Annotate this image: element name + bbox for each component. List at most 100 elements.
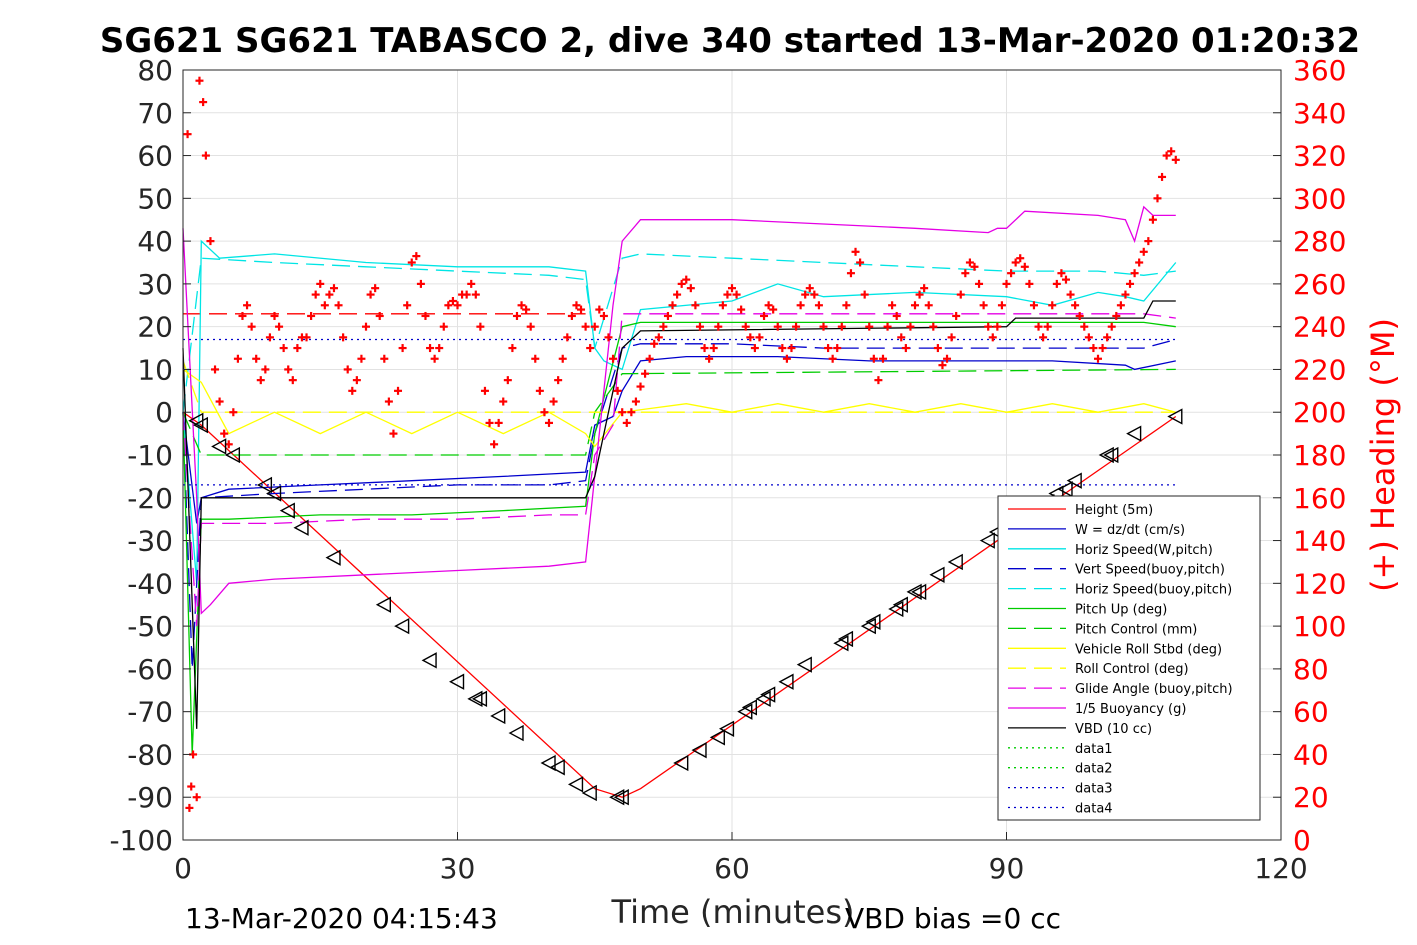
heading-point <box>453 301 462 310</box>
heading-point <box>1139 247 1148 256</box>
heading-point <box>618 408 627 417</box>
y2-tick-label: 120 <box>1293 567 1346 600</box>
heading-point <box>293 344 302 353</box>
heading-point <box>371 284 380 293</box>
triangle-marker <box>224 446 241 464</box>
y2-tick-label: 140 <box>1293 525 1346 558</box>
legend-label: Pitch Control (mm) <box>1075 622 1197 637</box>
heading-point <box>796 301 805 310</box>
heading-point <box>563 333 572 342</box>
heading-point <box>691 301 700 310</box>
triangle-marker <box>256 476 273 494</box>
legend-entry: Horiz Speed(buoy,pitch) <box>1008 583 1232 598</box>
heading-point <box>846 269 855 278</box>
triangle-marker <box>709 729 725 746</box>
series-line-1 <box>182 355 1176 524</box>
heading-point <box>567 311 576 320</box>
y2-tick-label: 180 <box>1293 439 1346 472</box>
heading-point <box>238 311 247 320</box>
heading-point <box>805 284 814 293</box>
triangle-marker <box>1103 446 1119 464</box>
legend-label: VBD (10 cc) <box>1075 722 1152 737</box>
y-tick-label: 30 <box>137 268 173 301</box>
heading-point <box>1075 311 1084 320</box>
triangle-marker <box>279 502 295 519</box>
heading-point <box>490 440 499 449</box>
legend-label: W = dz/dt (cm/s) <box>1075 523 1185 538</box>
heading-point <box>668 301 677 310</box>
legend-items: Height (5m) W = dz/dt (cm/s) Horiz Speed(W… <box>1008 503 1233 817</box>
heading-point <box>682 275 691 284</box>
heading-point <box>325 290 334 299</box>
y-tick-label: -90 <box>127 781 173 814</box>
heading-point <box>595 305 604 314</box>
heading-point <box>185 803 194 812</box>
heading-point <box>302 333 311 342</box>
heading-point <box>380 354 389 363</box>
triangle-marker <box>718 720 735 737</box>
legend-label: data2 <box>1075 762 1113 777</box>
y-tick-label: -30 <box>127 525 173 558</box>
heading-point <box>1148 215 1157 224</box>
x-tick-label: 120 <box>1254 852 1307 885</box>
heading-point <box>819 322 828 331</box>
legend-entry: data2 <box>1008 762 1113 777</box>
y-tick-label: 60 <box>137 140 173 173</box>
heading-point <box>394 386 403 395</box>
triangle-marker <box>1066 472 1082 489</box>
triangle-marker <box>778 673 794 690</box>
heading-point <box>695 322 704 331</box>
heading-point <box>1135 258 1144 267</box>
y-tick-label: 50 <box>137 182 173 215</box>
triangle-marker <box>609 789 625 806</box>
right-axis-ticks: 3603403203002802602402202001801601401201… <box>1273 54 1346 857</box>
y2-tick-label: 300 <box>1293 182 1346 215</box>
heading-point <box>211 365 220 374</box>
heading-point <box>911 301 919 310</box>
legend-entry: Glide Angle (buoy,pitch) <box>1008 682 1233 697</box>
heading-point <box>1126 279 1135 288</box>
y2-tick-label: 100 <box>1293 610 1346 643</box>
heading-point <box>462 290 471 299</box>
heading-point <box>412 252 421 261</box>
triangle-marker <box>691 741 707 759</box>
heading-point <box>485 418 494 427</box>
heading-point <box>1043 322 1052 331</box>
triangle-marker <box>760 686 776 703</box>
heading-point <box>1098 344 1107 353</box>
legend-label: Height (5m) <box>1075 503 1153 518</box>
heading-point <box>279 344 288 353</box>
triangle-marker <box>540 754 556 772</box>
triangle-marker <box>929 566 945 583</box>
triangle-marker <box>375 596 391 613</box>
heading-point <box>956 290 965 299</box>
heading-point <box>627 408 636 417</box>
heading-point <box>1080 322 1089 331</box>
heading-point <box>965 258 974 267</box>
heading-point <box>275 322 284 331</box>
heading-point <box>572 301 581 310</box>
legend-label: data3 <box>1075 782 1113 797</box>
legend-entry: data3 <box>1008 782 1113 797</box>
y-tick-label: -20 <box>127 482 173 515</box>
triangle-marker <box>192 416 209 434</box>
series-line-9 <box>182 313 1176 627</box>
heading-point <box>233 354 242 363</box>
triangle-marker <box>906 583 922 601</box>
heading-point <box>897 333 906 342</box>
heading-point <box>439 322 448 331</box>
y-tick-label: 10 <box>137 353 173 386</box>
heading-point <box>1025 279 1034 288</box>
heading-point <box>1130 269 1139 278</box>
heading-point <box>512 311 521 320</box>
heading-point <box>430 354 439 363</box>
heading-point <box>348 386 357 395</box>
heading-point <box>517 301 526 310</box>
y2-tick-label: 240 <box>1293 311 1346 344</box>
heading-point <box>741 322 750 331</box>
heading-point <box>187 782 196 791</box>
heading-point <box>316 279 325 288</box>
heading-point <box>352 376 361 385</box>
heading-point <box>764 301 773 310</box>
legend-label: Horiz Speed(W,pitch) <box>1075 543 1213 558</box>
